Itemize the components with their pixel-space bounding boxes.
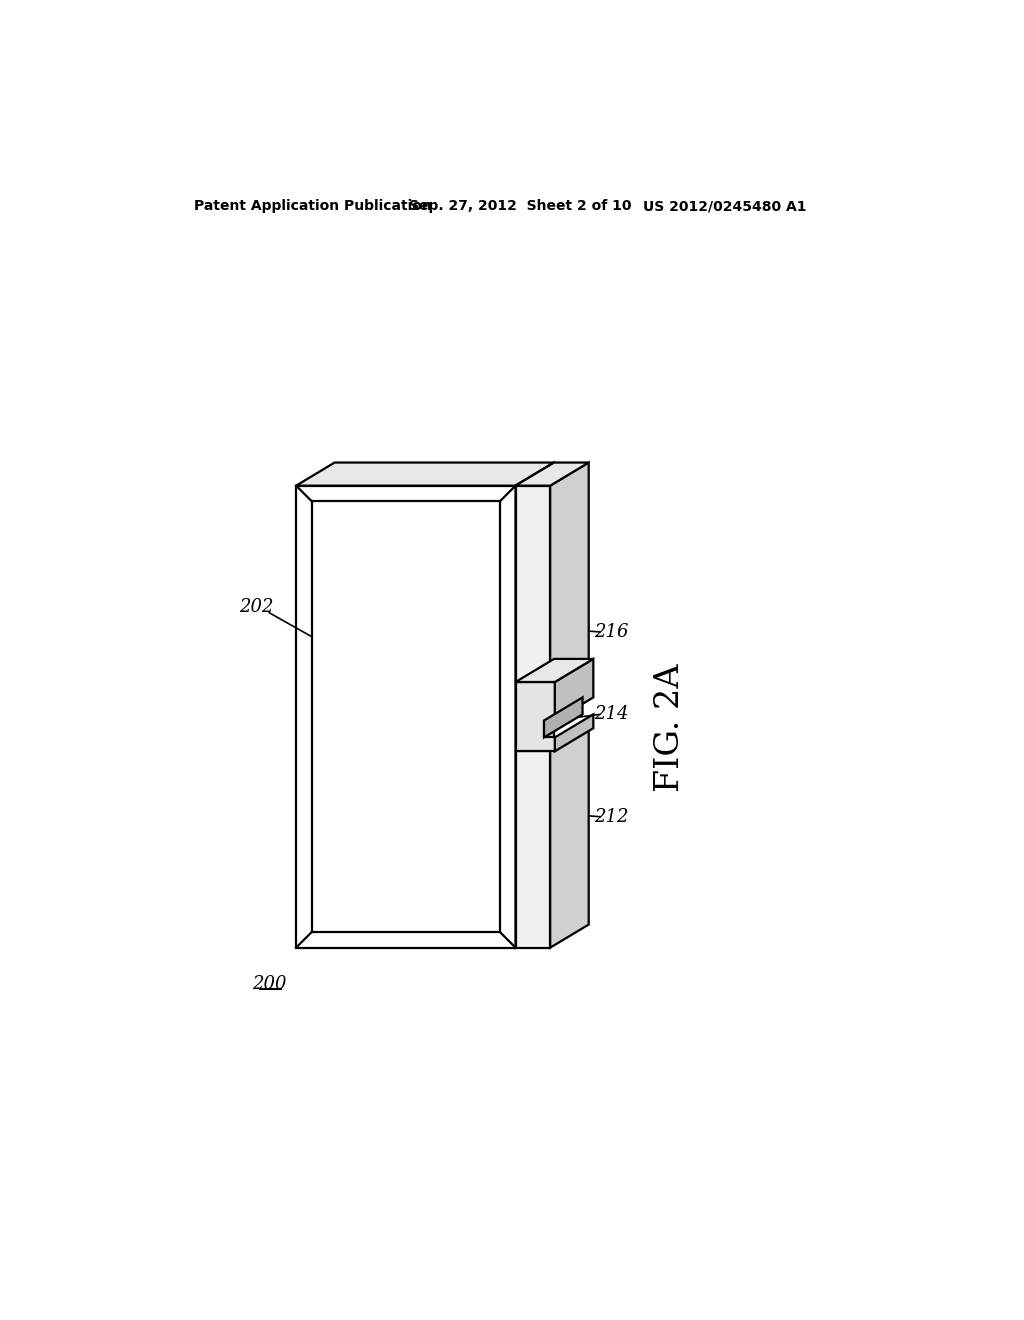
Polygon shape [550,462,589,682]
Text: 212: 212 [595,808,629,826]
Polygon shape [296,486,515,948]
Text: 202: 202 [239,598,273,615]
Polygon shape [515,659,593,682]
Text: FIG. 2A: FIG. 2A [653,664,685,792]
Text: Patent Application Publication: Patent Application Publication [194,199,431,213]
Polygon shape [555,659,593,721]
Polygon shape [311,502,500,932]
Polygon shape [555,714,593,751]
Text: 216: 216 [595,623,629,642]
Text: 200: 200 [252,975,287,993]
Polygon shape [296,462,554,486]
Polygon shape [550,729,589,948]
Polygon shape [515,462,589,486]
Polygon shape [544,697,583,738]
Polygon shape [515,682,555,751]
Polygon shape [515,462,554,948]
Text: 214: 214 [595,705,629,723]
Polygon shape [515,751,550,948]
Text: US 2012/0245480 A1: US 2012/0245480 A1 [643,199,806,213]
Text: Sep. 27, 2012  Sheet 2 of 10: Sep. 27, 2012 Sheet 2 of 10 [410,199,632,213]
Polygon shape [515,486,550,682]
